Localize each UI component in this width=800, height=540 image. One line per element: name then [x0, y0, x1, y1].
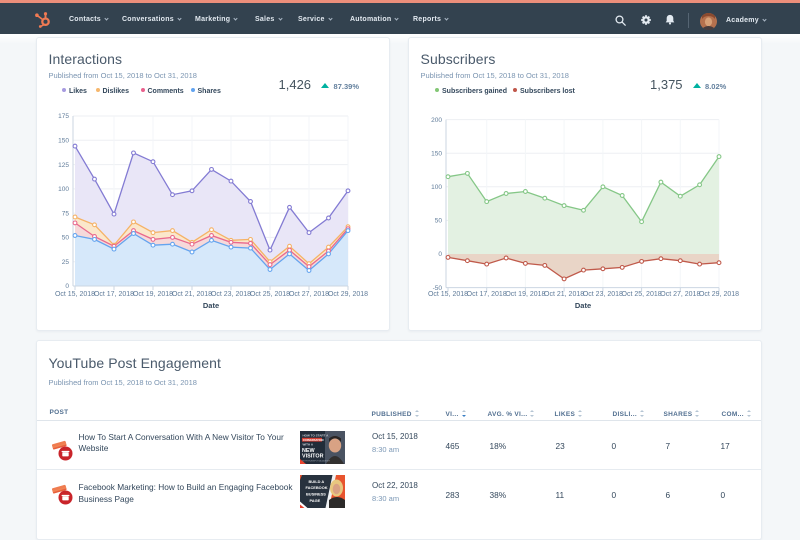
svg-text:150: 150 — [431, 150, 442, 157]
svg-text:Oct 21, 2018: Oct 21, 2018 — [544, 291, 584, 298]
svg-text:Oct 21, 2018: Oct 21, 2018 — [172, 291, 212, 298]
svg-text:Oct 27, 2018: Oct 27, 2018 — [660, 291, 700, 298]
svg-text:Oct 15, 2018: Oct 15, 2018 — [428, 291, 468, 298]
svg-text:175: 175 — [58, 113, 69, 120]
svg-text:Oct 17, 2018: Oct 17, 2018 — [94, 291, 134, 298]
svg-text:Date: Date — [203, 301, 219, 310]
svg-text:Oct 29, 2018: Oct 29, 2018 — [699, 291, 739, 298]
svg-text:WITH A: WITH A — [303, 442, 314, 446]
svg-text:Oct 19, 2018: Oct 19, 2018 — [505, 291, 545, 298]
svg-text:200: 200 — [431, 117, 442, 124]
svg-text:WITH HUBSPOT ACADEMY: WITH HUBSPOT ACADEMY — [302, 460, 331, 463]
svg-text:CONVERSATION: CONVERSATION — [303, 438, 324, 442]
svg-text:BUILD A: BUILD A — [309, 479, 325, 484]
svg-text:100: 100 — [58, 186, 69, 193]
svg-text:BUSINESS: BUSINESS — [306, 492, 326, 497]
svg-text:VISITOR: VISITOR — [302, 454, 324, 460]
svg-text:50: 50 — [435, 218, 443, 225]
svg-text:Oct 25, 2018: Oct 25, 2018 — [250, 291, 290, 298]
svg-text:Oct 29, 2018: Oct 29, 2018 — [328, 291, 368, 298]
svg-text:Oct 23, 2018: Oct 23, 2018 — [583, 291, 623, 298]
svg-text:Oct 27, 2018: Oct 27, 2018 — [289, 291, 329, 298]
svg-text:Oct 17, 2018: Oct 17, 2018 — [467, 291, 507, 298]
svg-text:Oct 25, 2018: Oct 25, 2018 — [622, 291, 662, 298]
svg-text:Oct 15, 2018: Oct 15, 2018 — [55, 291, 95, 298]
svg-text:150: 150 — [58, 138, 69, 145]
svg-text:HOW TO START A: HOW TO START A — [303, 434, 330, 438]
svg-text:0: 0 — [65, 283, 69, 290]
svg-text:Date: Date — [575, 301, 591, 310]
svg-text:-50: -50 — [433, 285, 443, 292]
svg-text:100: 100 — [431, 184, 442, 191]
svg-text:50: 50 — [62, 235, 70, 242]
svg-text:NEW: NEW — [302, 448, 315, 454]
svg-text:Oct 19, 2018: Oct 19, 2018 — [133, 291, 173, 298]
svg-text:0: 0 — [438, 251, 442, 258]
svg-text:Oct 23, 2018: Oct 23, 2018 — [211, 291, 251, 298]
svg-text:125: 125 — [58, 162, 69, 169]
svg-text:FACEBOOK: FACEBOOK — [306, 485, 328, 490]
svg-text:25: 25 — [62, 259, 70, 266]
svg-text:75: 75 — [62, 210, 70, 217]
svg-text:PAGE: PAGE — [310, 498, 321, 503]
